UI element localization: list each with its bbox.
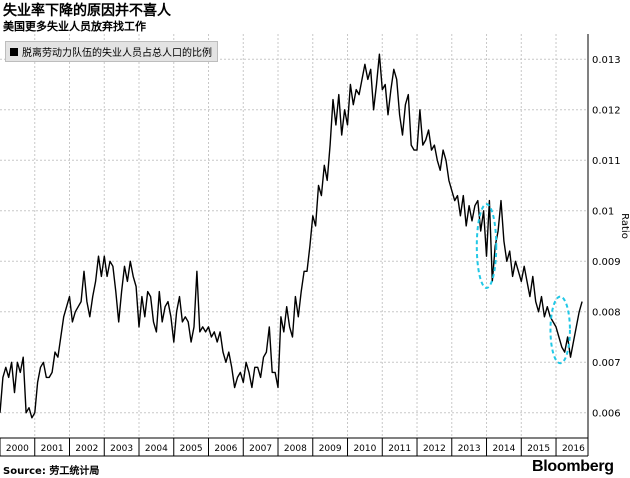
x-tick-label: 2014	[492, 444, 515, 454]
series-group	[0, 53, 583, 419]
brand-logo: Bloomberg	[532, 458, 614, 475]
y-tick-label: 0.013	[592, 55, 621, 66]
plot-area	[0, 34, 588, 438]
y-tick-label: 0.006	[592, 408, 621, 419]
x-tick-label: 2012	[423, 444, 446, 454]
highlight-ellipse	[549, 295, 571, 365]
y-tick-label: 0.01	[592, 206, 614, 217]
x-tick-label: 2007	[249, 444, 272, 454]
y-tick-label: 0.009	[592, 257, 621, 268]
x-tick-label: 2013	[458, 444, 481, 454]
x-tick-label: 2015	[527, 444, 550, 454]
x-tick-label: 2010	[353, 444, 376, 454]
series-line	[0, 53, 583, 419]
chart-title: 失业率下降的原因并不喜人	[3, 3, 171, 19]
y-axis-label: Ratio	[619, 213, 630, 239]
highlight-group	[475, 203, 571, 365]
highlight-ellipse	[475, 203, 498, 290]
x-axis: 2000 2001 2002 2003 2004 2005 2006 2007 2008 2009…	[0, 437, 588, 457]
x-tick-label: 2008	[284, 444, 307, 454]
chart-subtitle: 美国更多失业人员放弃找工作	[3, 20, 146, 33]
grid	[0, 34, 588, 438]
x-tick-label: 2001	[41, 444, 64, 454]
x-tick-label: 2002	[75, 444, 98, 454]
x-tick-label: 2006	[214, 444, 237, 454]
y-tick-label: 0.007	[592, 358, 621, 369]
legend-swatch	[10, 47, 18, 56]
legend: 脱离劳动力队伍的失业人员占总人口的比例	[5, 41, 218, 62]
x-tick-label: 2000	[6, 444, 29, 454]
legend-label: 脱离劳动力队伍的失业人员占总人口的比例	[22, 48, 212, 59]
x-tick-label: 2016	[562, 444, 585, 454]
y-tick-label: 0.008	[592, 307, 621, 318]
y-tick-label: 0.012	[592, 105, 621, 116]
x-tick-label: 2003	[110, 444, 133, 454]
x-tick-label: 2011	[388, 444, 411, 454]
x-tick-label: 2004	[145, 444, 168, 454]
y-tick-label: 0.011	[592, 156, 621, 167]
y-axis: 0.006 0.007 0.008 0.009 0.01 0.011 0.012 0.013 R…	[587, 34, 630, 456]
x-tick-label: 2005	[180, 444, 203, 454]
source-note: Source: 劳工统计局	[3, 466, 100, 477]
x-tick-label: 2009	[319, 444, 342, 454]
